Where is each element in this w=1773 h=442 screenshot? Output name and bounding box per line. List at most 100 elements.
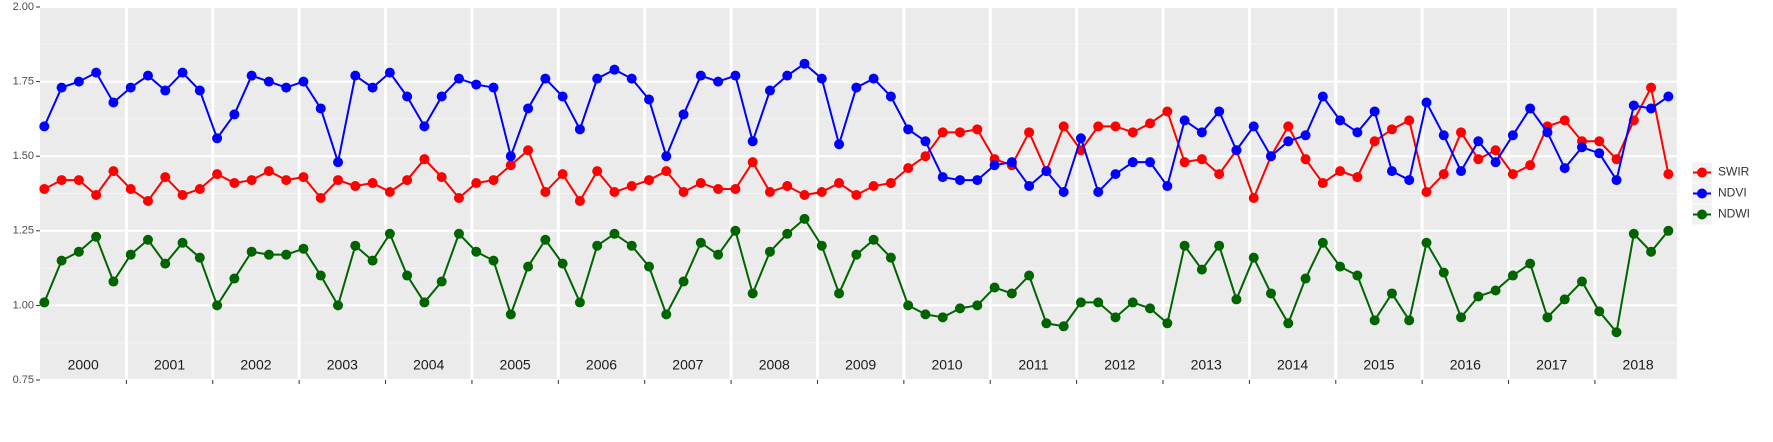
point xyxy=(453,192,464,203)
point xyxy=(436,172,447,183)
point xyxy=(194,85,205,96)
point xyxy=(592,240,603,251)
point xyxy=(695,178,706,189)
point xyxy=(609,64,620,75)
point xyxy=(1283,121,1294,132)
point xyxy=(471,246,482,257)
point xyxy=(799,189,810,200)
point xyxy=(661,309,672,320)
point xyxy=(281,82,292,93)
point xyxy=(972,300,983,311)
point xyxy=(903,124,914,135)
point xyxy=(246,70,257,81)
point xyxy=(523,261,534,272)
year-label: 2010 xyxy=(931,357,962,373)
point xyxy=(816,73,827,84)
point xyxy=(592,166,603,177)
year-label: 2015 xyxy=(1363,357,1394,373)
point xyxy=(1404,115,1415,126)
point xyxy=(73,246,84,257)
point xyxy=(402,270,413,281)
point xyxy=(350,70,361,81)
point xyxy=(333,300,344,311)
year-label: 2002 xyxy=(240,357,271,373)
point xyxy=(1127,127,1138,138)
point xyxy=(1352,270,1363,281)
point xyxy=(91,189,102,200)
point xyxy=(1041,318,1052,329)
point xyxy=(419,297,430,308)
point xyxy=(574,297,585,308)
legend-label: SWIR xyxy=(1718,165,1750,179)
point xyxy=(834,178,845,189)
point xyxy=(523,103,534,114)
point xyxy=(1473,136,1484,147)
point xyxy=(1646,103,1657,114)
point xyxy=(1559,115,1570,126)
year-label: 2007 xyxy=(672,357,703,373)
year-label: 2013 xyxy=(1191,357,1222,373)
point xyxy=(868,181,879,192)
point xyxy=(488,82,499,93)
year-label: 2012 xyxy=(1104,357,1135,373)
year-label: 2000 xyxy=(68,357,99,373)
point xyxy=(1162,106,1173,117)
point xyxy=(678,187,689,198)
point xyxy=(1006,288,1017,299)
point xyxy=(281,175,292,186)
point xyxy=(1075,297,1086,308)
point xyxy=(125,249,136,260)
point xyxy=(1438,169,1449,180)
point xyxy=(1058,187,1069,198)
point xyxy=(1058,121,1069,132)
y-tick-label: 1.75 xyxy=(13,76,34,88)
point xyxy=(1317,91,1328,102)
point xyxy=(782,70,793,81)
point xyxy=(1507,130,1518,141)
point xyxy=(1542,127,1553,138)
point xyxy=(1559,163,1570,174)
point xyxy=(298,172,309,183)
point xyxy=(1179,157,1190,168)
point xyxy=(1145,303,1156,314)
point xyxy=(885,91,896,102)
point xyxy=(523,145,534,156)
point xyxy=(160,85,171,96)
point xyxy=(782,181,793,192)
point xyxy=(937,172,948,183)
point xyxy=(920,136,931,147)
point xyxy=(730,184,741,195)
point xyxy=(1196,154,1207,165)
point xyxy=(1456,166,1467,177)
point xyxy=(644,94,655,105)
year-label: 2006 xyxy=(586,357,617,373)
point xyxy=(695,70,706,81)
year-label: 2008 xyxy=(759,357,790,373)
point xyxy=(1438,130,1449,141)
point xyxy=(108,97,119,108)
point xyxy=(1404,315,1415,326)
legend-point xyxy=(1697,167,1707,178)
point xyxy=(989,282,1000,293)
point xyxy=(350,240,361,251)
point xyxy=(1576,276,1587,287)
point xyxy=(1075,133,1086,144)
point xyxy=(263,166,274,177)
point xyxy=(1421,97,1432,108)
point xyxy=(782,228,793,239)
point xyxy=(73,175,84,186)
point xyxy=(557,91,568,102)
point xyxy=(367,82,378,93)
point xyxy=(1594,136,1605,147)
point xyxy=(851,189,862,200)
point xyxy=(1145,157,1156,168)
point xyxy=(799,58,810,69)
point xyxy=(315,192,326,203)
point xyxy=(1024,181,1035,192)
point xyxy=(177,67,188,78)
point xyxy=(1006,157,1017,168)
point xyxy=(505,151,516,162)
point xyxy=(644,175,655,186)
point xyxy=(851,82,862,93)
point xyxy=(1421,187,1432,198)
